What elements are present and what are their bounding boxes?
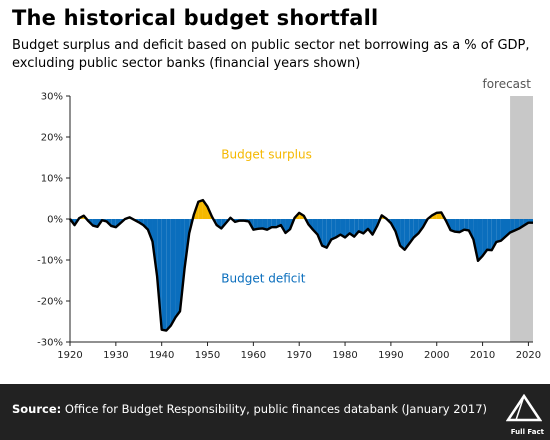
deficit-area xyxy=(500,219,506,241)
y-tick-label: 10% xyxy=(41,174,63,185)
deficit-area xyxy=(455,219,460,233)
deficit-area xyxy=(349,219,355,237)
deficit-area xyxy=(482,219,488,256)
source-label: Source: xyxy=(12,402,62,416)
forecast-annotation: forecast xyxy=(482,77,531,91)
deficit-area xyxy=(271,219,277,228)
y-tick-label: -10% xyxy=(37,256,63,267)
y-tick-label: 20% xyxy=(41,133,63,144)
deficit-area xyxy=(170,219,176,326)
deficit-area xyxy=(496,219,501,242)
source-text: Office for Budget Responsibility, public… xyxy=(64,402,488,416)
deficit-area xyxy=(161,219,167,331)
deficit-area xyxy=(257,219,263,229)
source-note: Source: Office for Budget Responsibility… xyxy=(12,402,487,416)
series-line xyxy=(69,198,533,332)
deficit-area xyxy=(477,219,483,261)
x-tick-label: 1950 xyxy=(195,350,220,361)
full-fact-logo-icon xyxy=(506,394,542,422)
deficit-area xyxy=(367,219,373,235)
y-tick-label: -20% xyxy=(37,297,63,308)
x-tick-label: 1930 xyxy=(103,350,128,361)
deficit-area xyxy=(400,219,405,250)
deficit-area xyxy=(262,219,268,230)
x-tick-label: 2020 xyxy=(516,350,541,361)
x-tick-label: 1980 xyxy=(332,350,357,361)
x-tick-label: 1990 xyxy=(378,350,403,361)
x-tick-label: 2010 xyxy=(470,350,495,361)
area-group xyxy=(70,200,533,331)
x-tick-label: 1940 xyxy=(149,350,174,361)
deficit-area xyxy=(175,219,181,318)
deficit-area xyxy=(464,219,469,231)
deficit-area xyxy=(404,219,410,250)
deficit-area xyxy=(358,219,364,234)
surplus-area xyxy=(436,212,442,219)
surplus-annotation: Budget surplus xyxy=(221,147,312,161)
deficit-area xyxy=(450,219,456,232)
deficit-area xyxy=(510,219,515,233)
deficit-area xyxy=(418,219,423,234)
deficit-area xyxy=(216,219,222,229)
chart-subtitle: Budget surplus and deficit based on publ… xyxy=(12,38,530,71)
deficit-area xyxy=(335,219,341,238)
surplus-area xyxy=(202,200,208,219)
deficit-area xyxy=(340,219,346,238)
surplus-area xyxy=(198,200,203,219)
x-tick-label: 1960 xyxy=(241,350,266,361)
deficit-area xyxy=(514,219,520,231)
footer: Source: Office for Budget Responsibility… xyxy=(0,384,550,440)
deficit-area xyxy=(157,219,162,330)
deficit-area xyxy=(331,219,336,240)
y-tick-label: -30% xyxy=(37,338,63,349)
x-tick-label: 2000 xyxy=(424,350,449,361)
deficit-area xyxy=(166,219,171,331)
tick-group: 30% 20% 10% 0% -10% -20% -30%1920 1930 1940 1950 1… xyxy=(37,92,541,362)
deficit-annotation: Budget deficit xyxy=(221,272,305,286)
logo-text: Full Fact xyxy=(510,428,544,436)
chart-title: The historical budget shortfall xyxy=(12,6,379,30)
y-tick-label: 0% xyxy=(47,215,63,226)
x-tick-label: 1970 xyxy=(286,350,311,361)
deficit-area xyxy=(317,219,323,246)
deficit-area xyxy=(253,219,258,230)
y-tick-label: 30% xyxy=(41,92,63,103)
deficit-area xyxy=(459,219,465,233)
deficit-area xyxy=(180,219,185,312)
chart-area: 30% 20% 10% 0% -10% -20% -30%1920 1930 1940 1950 1… xyxy=(37,77,541,362)
deficit-area xyxy=(322,219,327,248)
x-tick-label: 1920 xyxy=(57,350,82,361)
deficit-area xyxy=(487,219,492,251)
deficit-area xyxy=(468,219,474,240)
